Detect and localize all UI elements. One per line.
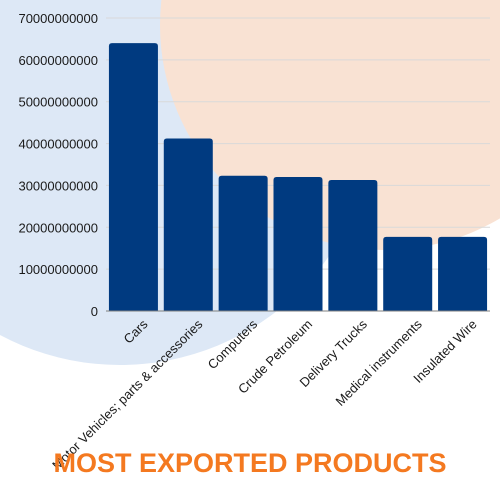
y-tick-label: 10000000000 bbox=[18, 262, 98, 277]
y-axis-tick-labels: 0 10000000000 20000000000 30000000000 400000… bbox=[18, 11, 98, 319]
y-tick-label: 30000000000 bbox=[18, 178, 98, 193]
y-tick-label: 60000000000 bbox=[18, 53, 98, 68]
bar-insulated-wire bbox=[438, 236, 488, 311]
bar-crude-petroleum bbox=[273, 177, 323, 311]
bars bbox=[108, 43, 488, 311]
bar-motor-vehicles-parts-accessories bbox=[163, 138, 213, 311]
y-tick-label: 40000000000 bbox=[18, 137, 98, 152]
y-tick-label: 20000000000 bbox=[18, 220, 98, 235]
bar-computers bbox=[218, 175, 268, 311]
chart-title: MOST EXPORTED PRODUCTS bbox=[53, 448, 447, 478]
bar-delivery-trucks bbox=[328, 179, 378, 311]
y-tick-label: 70000000000 bbox=[18, 11, 98, 26]
bar-medical-instruments bbox=[383, 236, 433, 311]
y-tick-label: 0 bbox=[91, 304, 98, 319]
bar-cars bbox=[108, 43, 158, 311]
y-tick-label: 50000000000 bbox=[18, 95, 98, 110]
